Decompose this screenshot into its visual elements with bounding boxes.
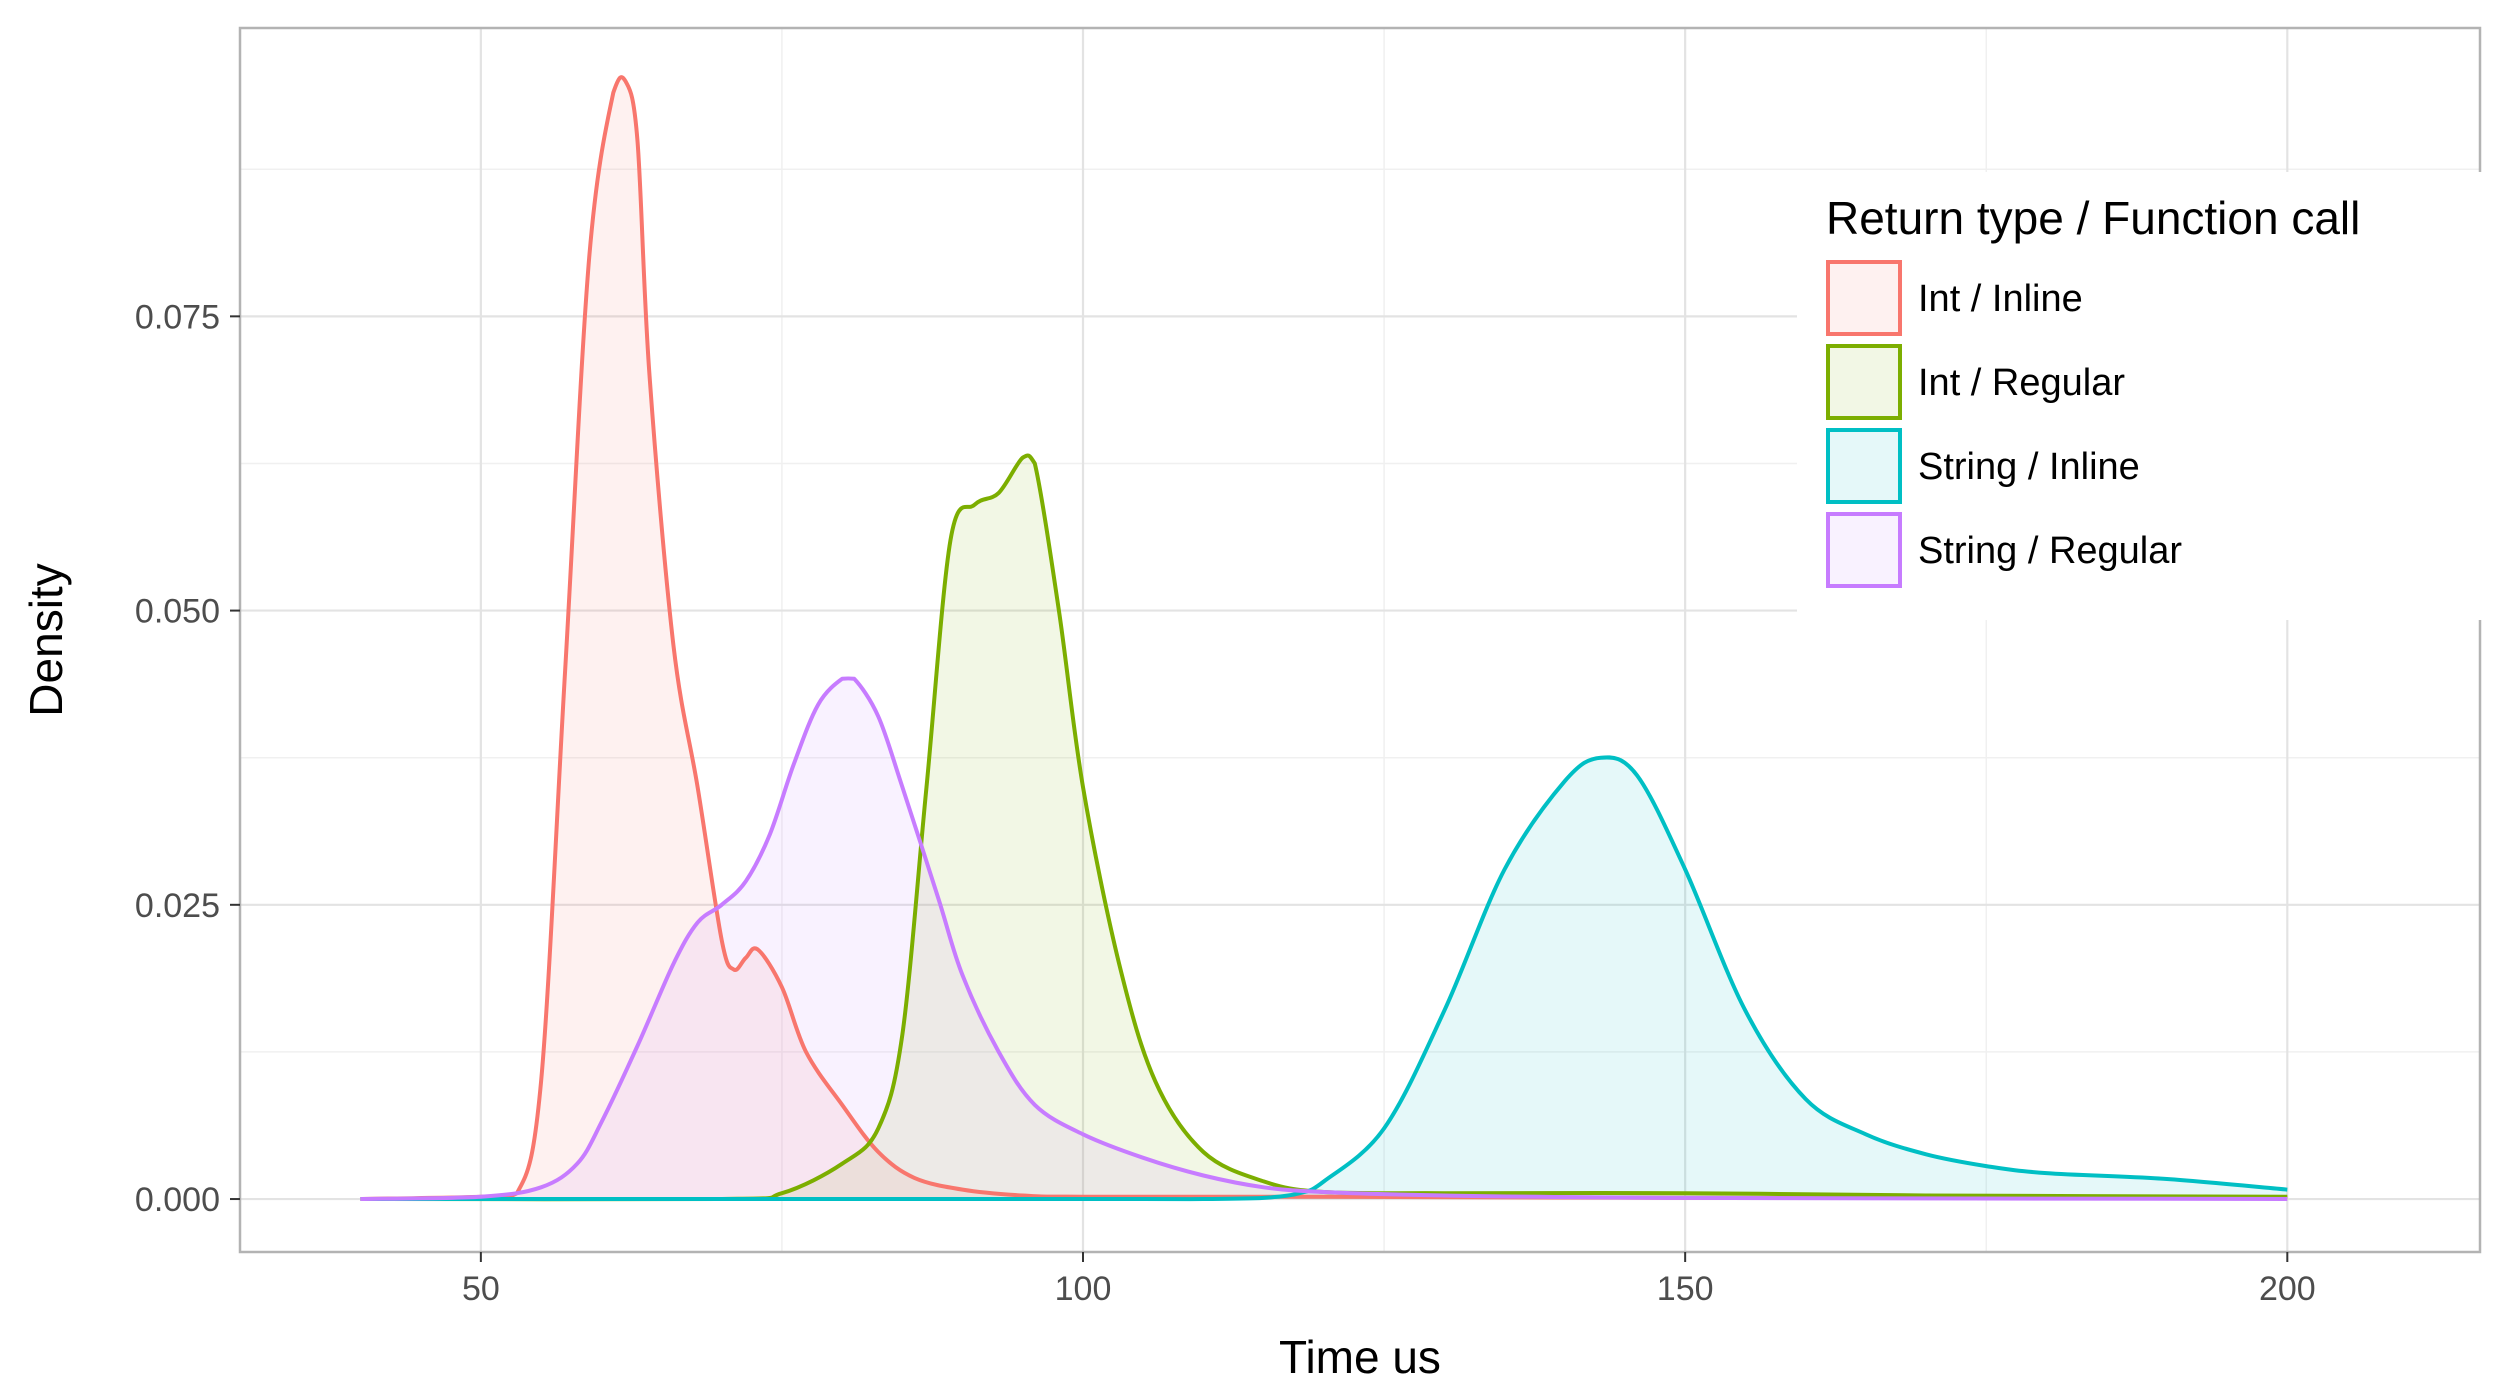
- series-line-int-inline: [360, 75, 2288, 1201]
- series-line-string-regular: [360, 676, 2288, 1201]
- series-area-string-regular: [360, 678, 2288, 1199]
- legend-label-string-inline: String / Inline: [1918, 446, 2140, 488]
- y-tick-label: 0.025: [135, 887, 220, 925]
- series-lines: [360, 75, 2288, 1202]
- x-tick-label: 50: [462, 1270, 500, 1308]
- x-tick-label: 200: [2259, 1270, 2316, 1308]
- series-line-int-regular: [360, 453, 2288, 1202]
- legend-background: [1797, 172, 2485, 620]
- x-axis-title: Time us: [1279, 1331, 1441, 1383]
- y-axis-ticks: 0.000 0.025 0.050 0.075: [135, 298, 240, 1219]
- legend-key-bg: [1826, 512, 1902, 588]
- y-tick-label: 0.075: [135, 298, 220, 336]
- legend-items: Int / Inline Int / Regular String / Inline…: [1826, 260, 2182, 588]
- legend-key-int-inline: [1826, 260, 1902, 336]
- legend-label-int-inline: Int / Inline: [1918, 278, 2083, 320]
- y-tick-label: 0.050: [135, 593, 220, 631]
- legend-key-bg: [1826, 260, 1902, 336]
- legend-key-int-regular: [1826, 344, 1902, 420]
- series-line-string-inline: [360, 755, 2288, 1202]
- x-tick-label: 100: [1055, 1270, 1112, 1308]
- legend: Return type / Function call Int / Inline…: [1797, 172, 2485, 620]
- legend-key-string-regular: [1826, 512, 1902, 588]
- legend-key-bg: [1826, 344, 1902, 420]
- series-area-int-inline: [360, 77, 2288, 1200]
- legend-key-string-inline: [1826, 428, 1902, 504]
- legend-label-string-regular: String / Regular: [1918, 530, 2182, 572]
- legend-key-bg: [1826, 428, 1902, 504]
- y-axis-title: Density: [20, 563, 72, 716]
- plot-panel-border: [238, 26, 2482, 1254]
- legend-title: Return type / Function call: [1826, 192, 2360, 244]
- series-fill-areas: [360, 77, 2288, 1200]
- legend-label-int-regular: Int / Regular: [1918, 362, 2125, 404]
- x-axis-ticks: 50 100 150 200: [462, 1252, 2316, 1308]
- x-tick-label: 150: [1657, 1270, 1714, 1308]
- y-tick-label: 0.000: [135, 1181, 220, 1219]
